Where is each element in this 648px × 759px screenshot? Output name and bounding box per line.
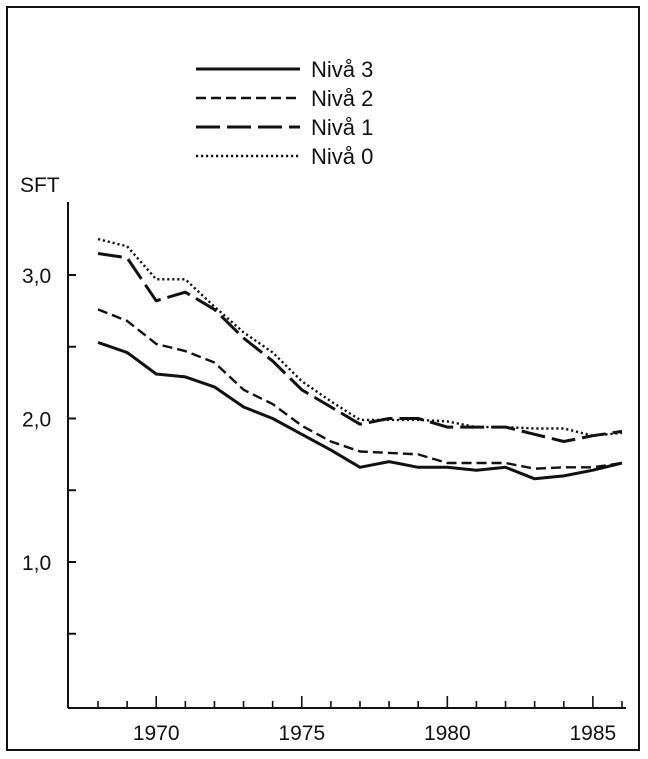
series-line-niv-2 bbox=[97, 308, 623, 470]
axes: 1,0 2,0 3,0 1970 1975 1980 1985 bbox=[22, 202, 626, 745]
chart-frame bbox=[6, 6, 640, 751]
legend-label: Nivå 3 bbox=[311, 57, 373, 82]
legend-label: Nivå 0 bbox=[311, 144, 373, 169]
legend-label: Nivå 1 bbox=[311, 115, 373, 140]
series-line-niv-3 bbox=[97, 340, 623, 481]
legend: Nivå 3 Nivå 2 Nivå 1 Nivå 0 bbox=[196, 57, 373, 169]
x-tick-label: 1985 bbox=[570, 722, 617, 745]
y-tick-label: 3,0 bbox=[22, 265, 51, 288]
x-tick-label: 1975 bbox=[278, 722, 325, 745]
series-line-niv-1 bbox=[97, 252, 623, 443]
series-lines bbox=[97, 237, 623, 481]
x-tick-label: 1980 bbox=[424, 722, 471, 745]
y-axis-label: SFT bbox=[20, 174, 60, 197]
y-tick-label: 1,0 bbox=[22, 552, 51, 575]
y-tick-label: 2,0 bbox=[22, 409, 51, 432]
legend-label: Nivå 2 bbox=[311, 86, 373, 111]
x-tick-label: 1970 bbox=[133, 722, 180, 745]
series-line-niv-0 bbox=[97, 237, 623, 437]
